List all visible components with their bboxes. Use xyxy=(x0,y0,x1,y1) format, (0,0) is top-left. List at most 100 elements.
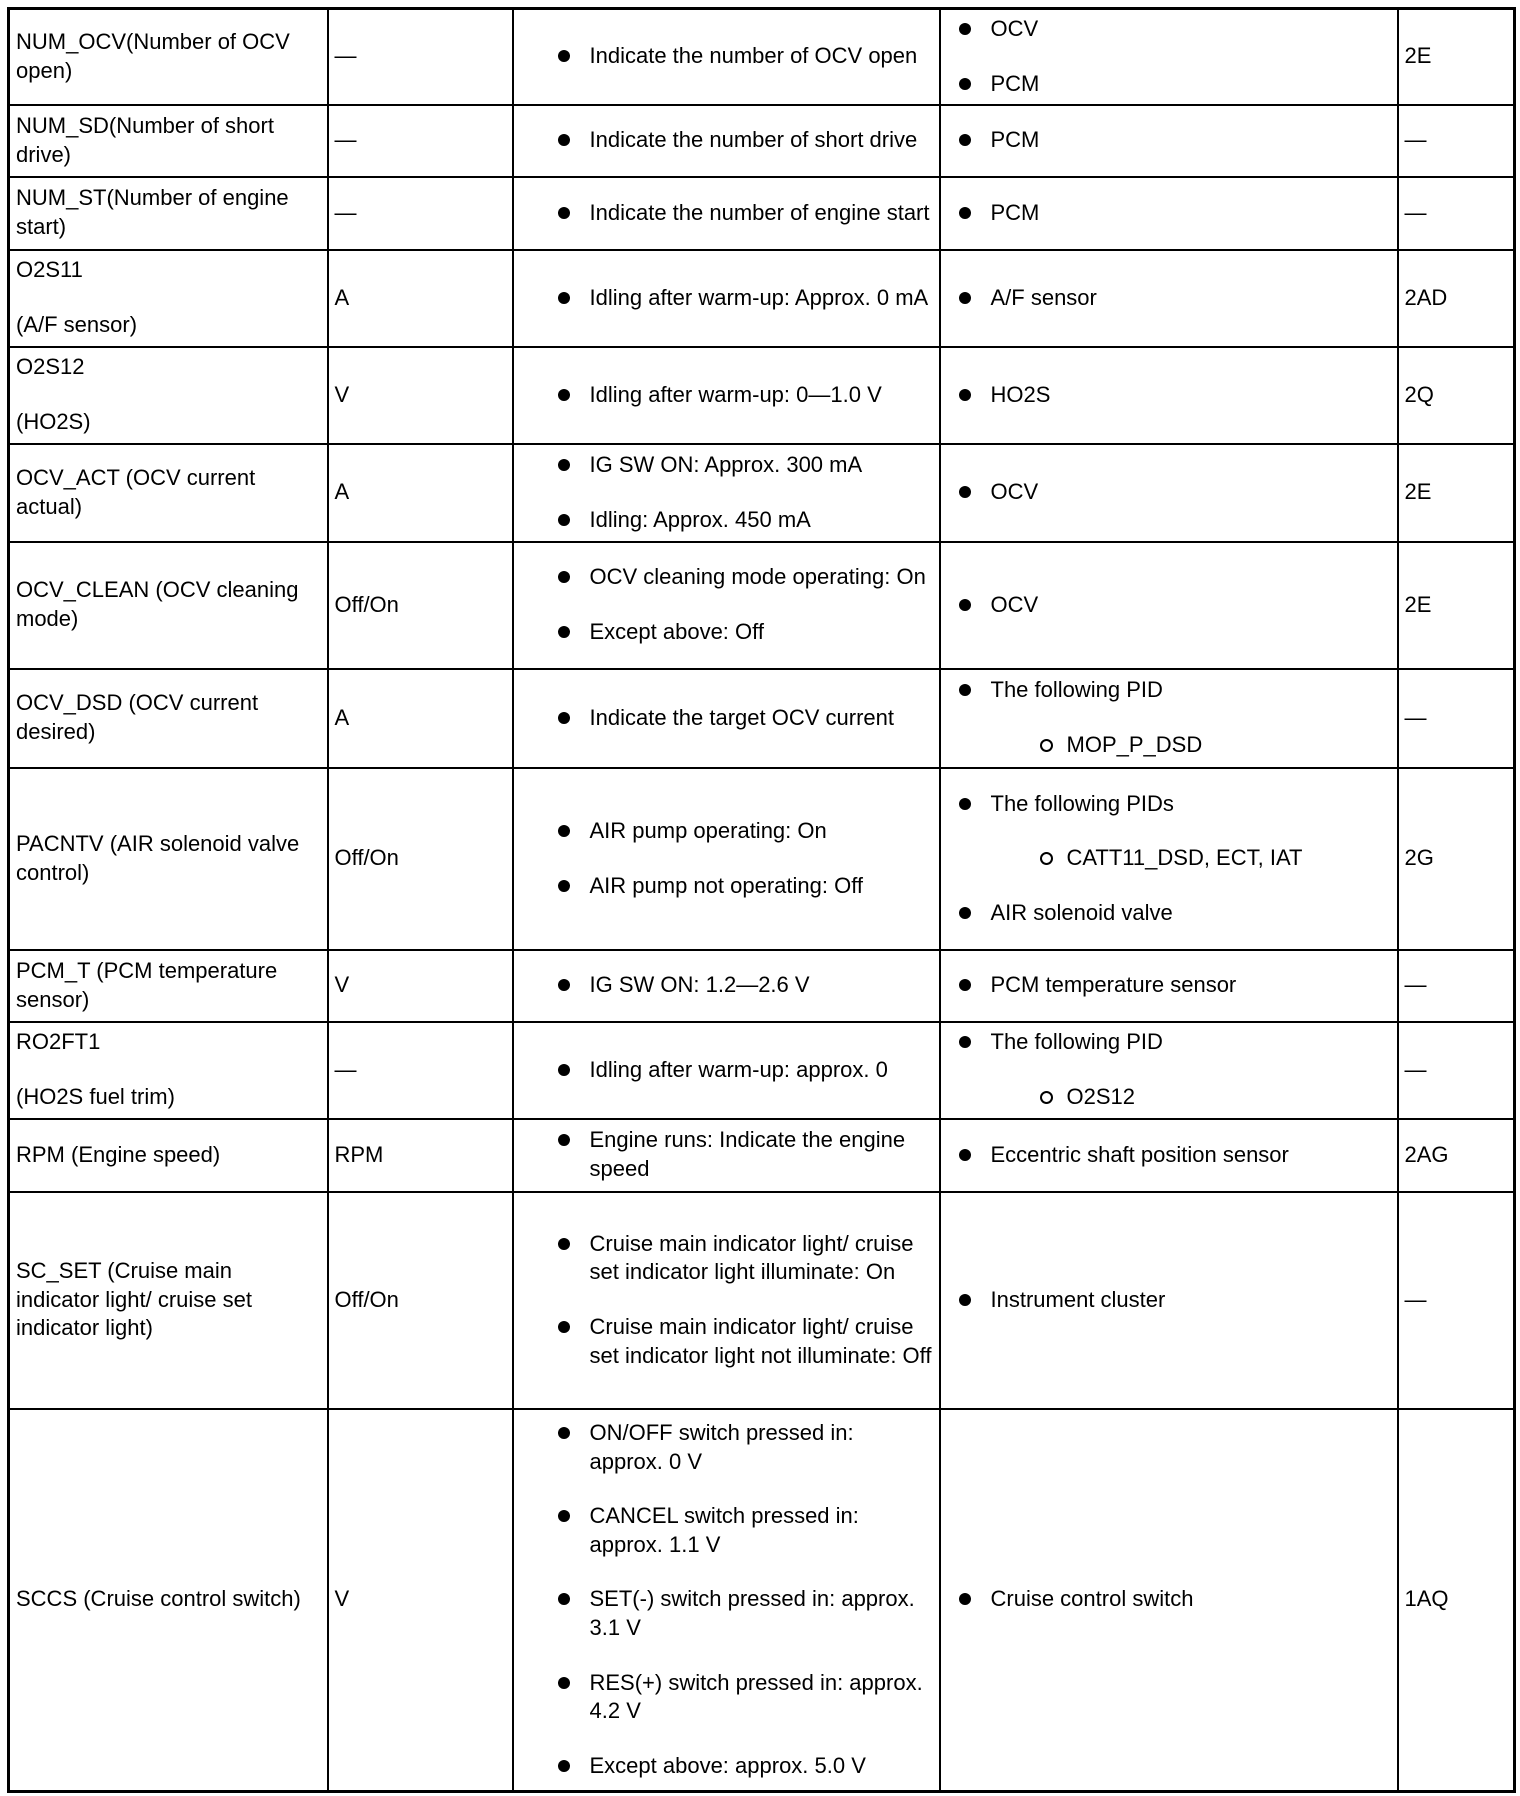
related-text: PCM xyxy=(990,199,1040,225)
code: 2Q xyxy=(1404,381,1434,407)
pid-name: O2S12 xyxy=(16,354,85,380)
code-cell: 2E xyxy=(1396,442,1516,543)
pid-name: OCV_DSD (OCV current desired) xyxy=(16,690,259,744)
sub-list: MOP_P_DSD xyxy=(991,731,1391,760)
condition: Idling: Approx. 450 mA xyxy=(520,506,933,535)
unit-cell: — xyxy=(326,175,514,251)
pid-name: (HO2S fuel trim) xyxy=(16,1084,175,1109)
code-cell: — xyxy=(1396,1020,1516,1120)
name-cell: OCV_ACT (OCV current actual) xyxy=(7,442,329,543)
name-cell: SCCS (Cruise control switch) xyxy=(7,1407,329,1793)
related-cell: The following PIDs CATT11_DSD, ECT, IAT AI… xyxy=(938,766,1399,951)
table-wrap: NUM_OCV(Number of OCV open) — Indicate the… xyxy=(7,7,1516,1793)
name-cell: NUM_OCV(Number of OCV open) xyxy=(7,7,329,106)
table-body: NUM_OCV(Number of OCV open) — Indicate the… xyxy=(7,7,1516,1793)
related-item: HO2S xyxy=(947,381,1391,410)
condition: Engine runs: Indicate the engine speed xyxy=(520,1126,933,1183)
pid-table: NUM_OCV(Number of OCV open) — Indicate the… xyxy=(7,7,1516,1793)
condition-list: Indicate the number of engine start xyxy=(520,199,933,228)
code-cell: — xyxy=(1396,103,1516,178)
unit: A xyxy=(334,284,350,310)
condition: AIR pump not operating: Off xyxy=(520,872,933,901)
condition-list: OCV cleaning mode operating: On Except ab… xyxy=(520,563,933,646)
condition-list: Engine runs: Indicate the engine speed xyxy=(520,1126,933,1183)
related-item: The following PIDs CATT11_DSD, ECT, IAT xyxy=(947,790,1391,873)
code-cell: — xyxy=(1396,948,1516,1023)
code-cell: — xyxy=(1396,667,1516,769)
code: — xyxy=(1404,1286,1427,1312)
condition: Except above: Off xyxy=(520,618,933,647)
condition: Idling after warm-up: Approx. 0 mA xyxy=(520,284,933,313)
related-list: The following PIDs CATT11_DSD, ECT, IAT AI… xyxy=(947,790,1391,928)
related-list: HO2S xyxy=(947,381,1391,410)
condition-cell: IG SW ON: 1.2—2.6 V xyxy=(511,948,941,1023)
pid-name: RPM (Engine speed) xyxy=(16,1141,221,1167)
condition-cell: Cruise main indicator light/ cruise set … xyxy=(511,1190,941,1410)
related-cell: The following PID O2S12 xyxy=(938,1020,1399,1120)
related-text: Eccentric shaft position sensor xyxy=(990,1141,1289,1167)
name-cell: SC_SET (Cruise main indicator light/ cru… xyxy=(7,1190,329,1410)
condition-list: ON/OFF switch pressed in: approx. 0 V CAN… xyxy=(520,1419,933,1780)
code: 2G xyxy=(1404,845,1434,871)
related-item: OCV xyxy=(947,591,1391,620)
code-cell: — xyxy=(1396,175,1516,251)
condition: Idling after warm-up: 0—1.0 V xyxy=(520,381,933,410)
sub-item: O2S12 xyxy=(991,1083,1391,1112)
condition-list: Idling after warm-up: approx. 0 xyxy=(520,1056,933,1085)
sub-item: CATT11_DSD, ECT, IAT xyxy=(991,844,1391,873)
related-item: PCM temperature sensor xyxy=(947,971,1391,1000)
condition: Indicate the number of short drive xyxy=(520,126,933,155)
sub-list: O2S12 xyxy=(991,1083,1391,1112)
condition: Indicate the target OCV current xyxy=(520,704,933,733)
condition-list: Indicate the target OCV current xyxy=(520,704,933,733)
name-cell: O2S12 (HO2S) xyxy=(7,345,329,445)
pid-name: OCV_ACT (OCV current actual) xyxy=(16,464,256,519)
condition: Except above: approx. 5.0 V xyxy=(520,1752,933,1781)
table-row: RO2FT1 (HO2S fuel trim) — Idling after warm… xyxy=(7,1020,1516,1120)
condition-cell: AIR pump operating: On AIR pump not opera… xyxy=(511,766,941,951)
pid-name: NUM_SD(Number of short drive) xyxy=(16,112,274,167)
unit: — xyxy=(334,1056,357,1082)
related-cell: Cruise control switch xyxy=(938,1407,1399,1793)
related-cell: A/F sensor xyxy=(938,248,1399,348)
related-list: Cruise control switch xyxy=(947,1585,1391,1614)
name-cell: RPM (Engine speed) xyxy=(7,1117,329,1193)
unit-cell: — xyxy=(326,103,514,178)
code: — xyxy=(1404,972,1427,998)
condition: CANCEL switch pressed in: approx. 1.1 V xyxy=(520,1502,933,1559)
related-text: The following PIDs xyxy=(990,790,1174,816)
related-text: OCV xyxy=(990,16,1039,42)
code-cell: 2E xyxy=(1396,540,1516,670)
unit-cell: Off/On xyxy=(326,766,514,951)
related-cell: PCM xyxy=(938,103,1399,178)
related-text: HO2S xyxy=(990,381,1051,407)
table-row: OCV_CLEAN (OCV cleaning mode) Off/On OCV c… xyxy=(7,540,1516,670)
related-text: PCM xyxy=(990,70,1040,96)
name-cell: NUM_SD(Number of short drive) xyxy=(7,103,329,178)
code-cell: 2E xyxy=(1396,7,1516,106)
condition-list: Idling after warm-up: Approx. 0 mA xyxy=(520,284,933,313)
unit: Off/On xyxy=(334,845,399,871)
related-item: AIR solenoid valve xyxy=(947,899,1391,928)
pid-name: SCCS (Cruise control switch) xyxy=(16,1586,301,1612)
related-list: The following PID MOP_P_DSD xyxy=(947,676,1391,759)
related-item: A/F sensor xyxy=(947,284,1391,313)
code: 2AD xyxy=(1404,284,1448,310)
table-row: O2S12 (HO2S) V Idling after warm-up: 0—1.0 … xyxy=(7,345,1516,445)
pid-name: PCM_T (PCM temperature sensor) xyxy=(16,957,278,1012)
unit-cell: Off/On xyxy=(326,540,514,670)
related-list: OCV PCM xyxy=(947,15,1391,98)
name-cell: O2S11 (A/F sensor) xyxy=(7,248,329,348)
condition: IG SW ON: Approx. 300 mA xyxy=(520,451,933,480)
related-cell: PCM xyxy=(938,175,1399,251)
code-cell: 2Q xyxy=(1396,345,1516,445)
condition: Indicate the number of engine start xyxy=(520,199,933,228)
unit-cell: — xyxy=(326,1020,514,1120)
code: 2AG xyxy=(1404,1141,1449,1167)
related-cell: OCV xyxy=(938,540,1399,670)
related-list: OCV xyxy=(947,478,1391,507)
condition: Idling after warm-up: approx. 0 xyxy=(520,1056,933,1085)
unit-cell: V xyxy=(326,1407,514,1793)
unit: — xyxy=(334,199,357,225)
table-row: PACNTV (AIR solenoid valve control) Off/O… xyxy=(7,766,1516,951)
